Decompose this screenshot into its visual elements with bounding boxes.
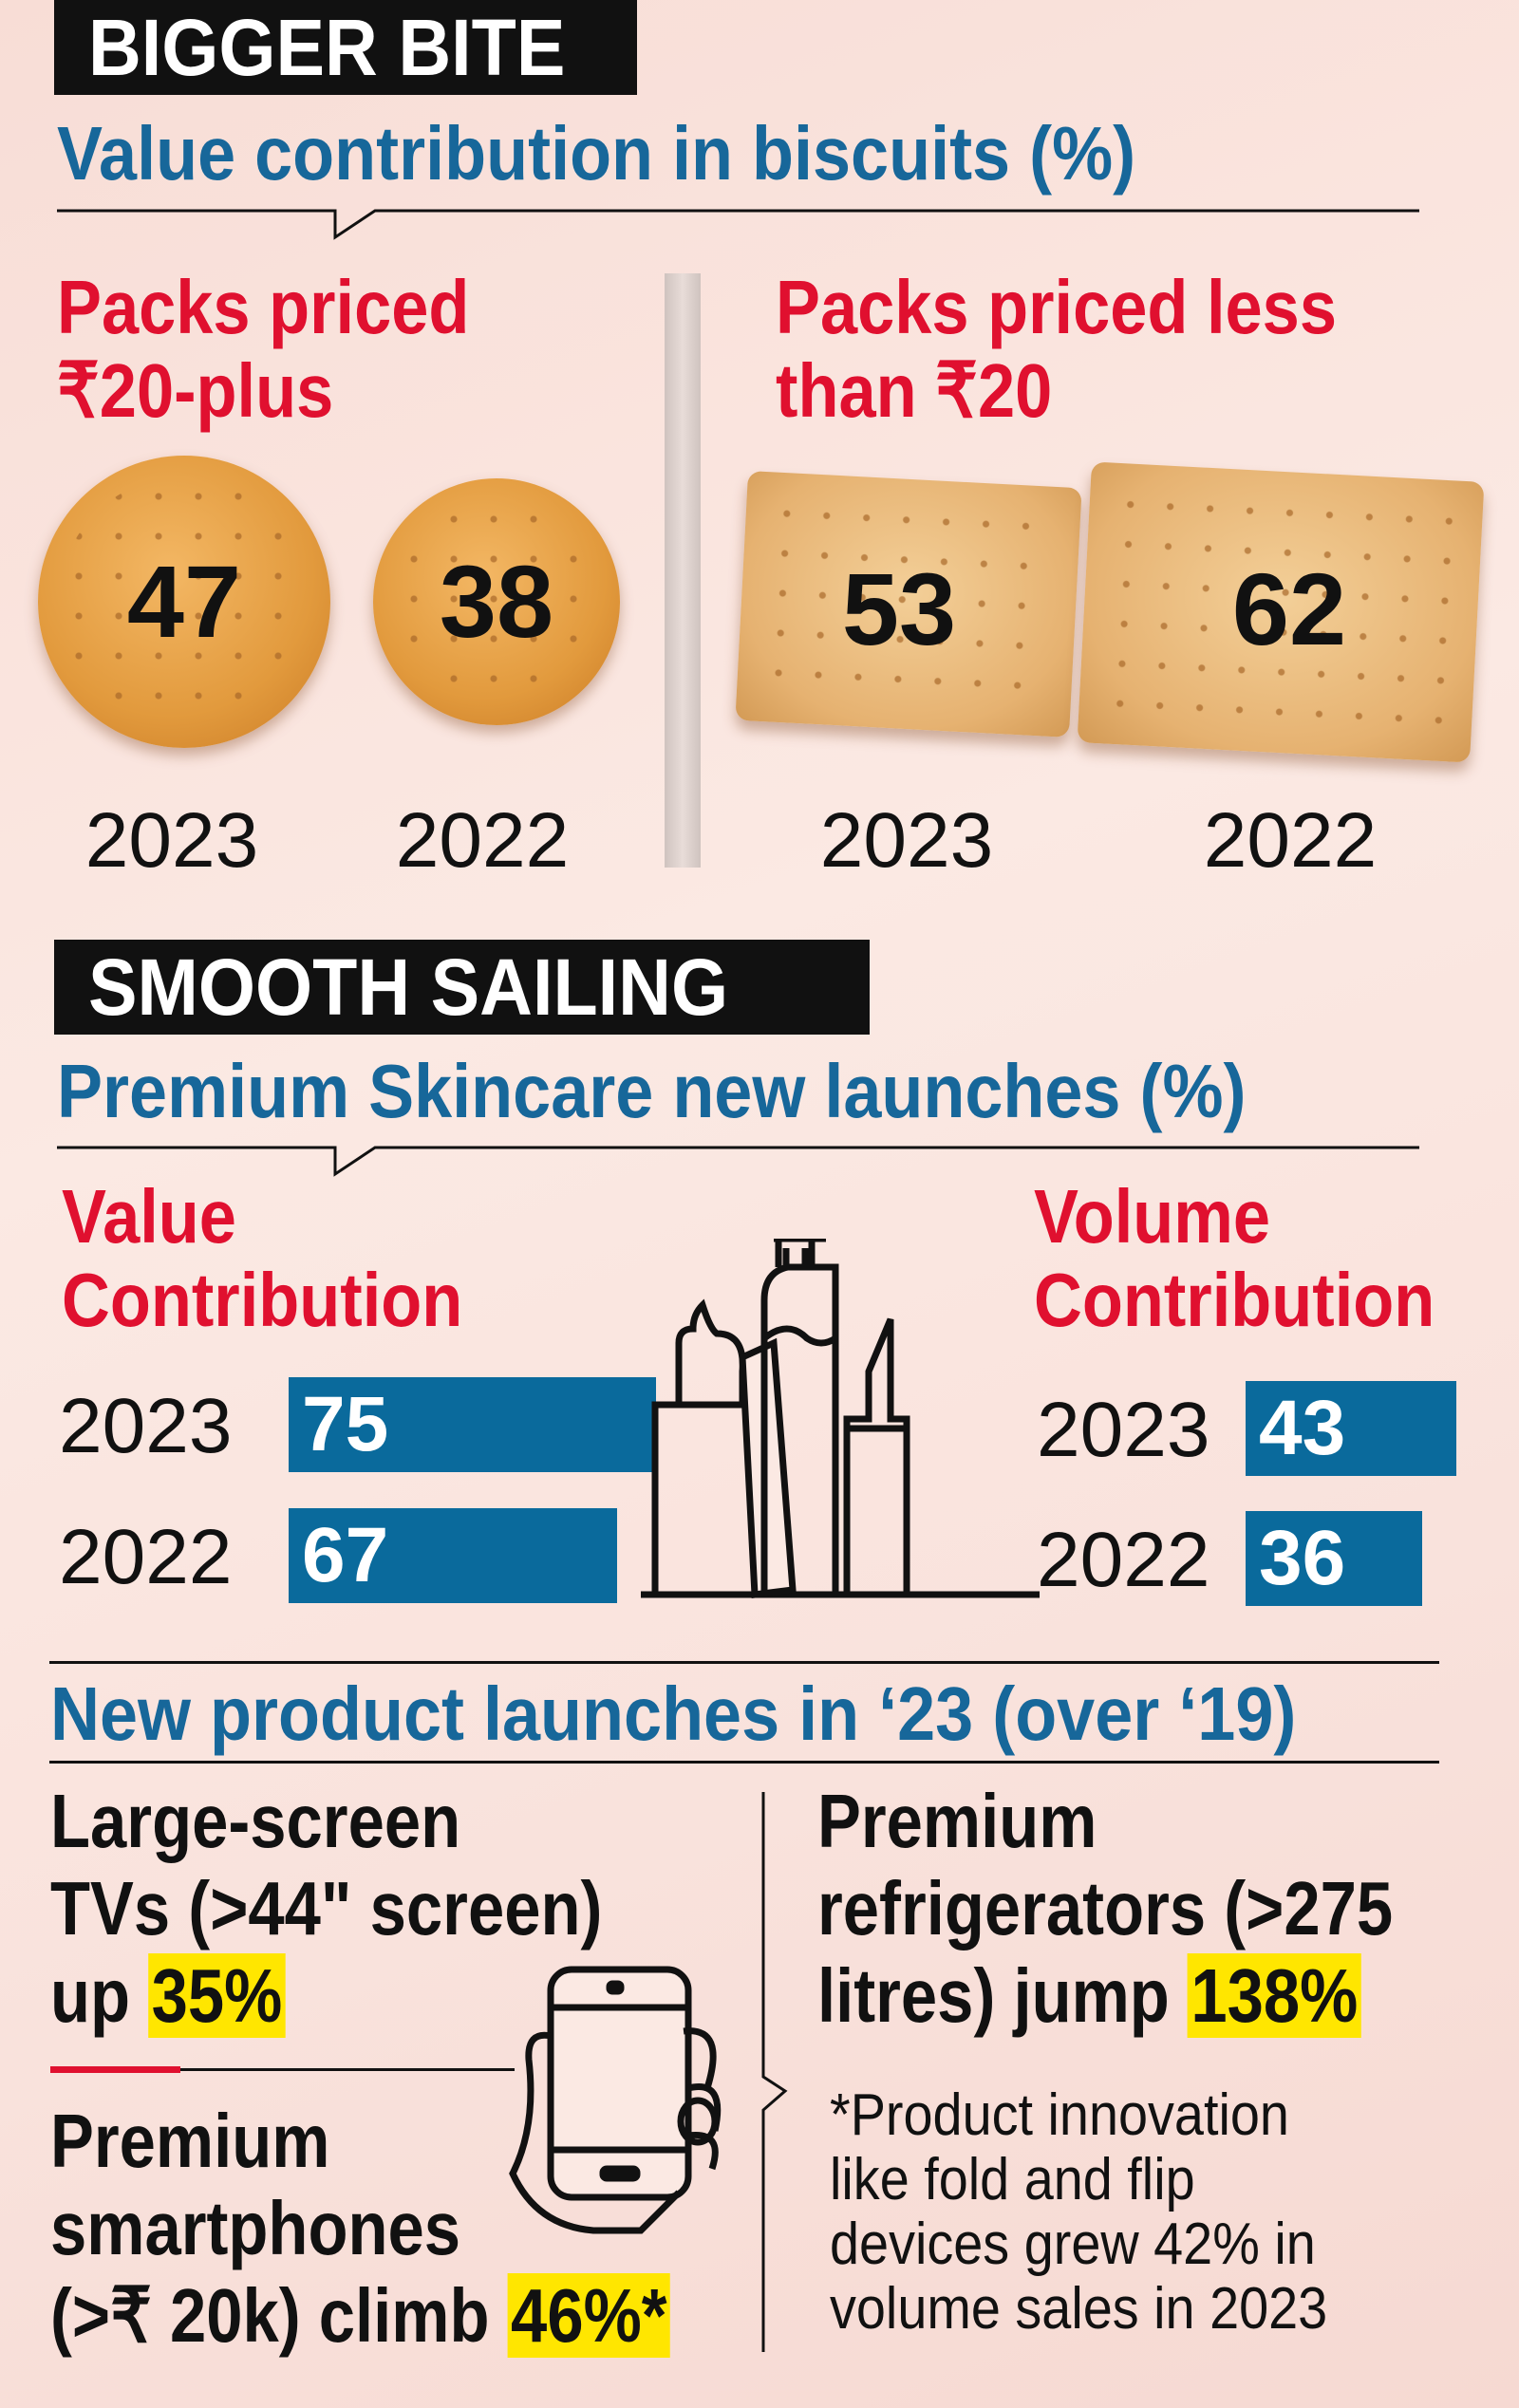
value-label: 62 [1231, 551, 1347, 666]
volume-bar-2023: 43 [1246, 1381, 1456, 1476]
subtitle-rule [57, 209, 1419, 240]
value-contribution-label: Value Contribution [62, 1174, 463, 1342]
left-pack-label: Packs priced ₹20-plus [57, 265, 470, 433]
launches-subtitle: New product launches in ‘23 (over ‘19) [50, 1671, 1297, 1756]
tv-highlight: 35% [148, 1953, 286, 2038]
right-pack-label: Packs priced less than ₹20 [776, 265, 1337, 433]
round-biscuit-2022 [373, 478, 620, 725]
phone-highlight: 46%* [507, 2273, 670, 2358]
divider-rule [180, 2068, 515, 2071]
footnote: *Product innovation like fold and flip d… [830, 2082, 1328, 2342]
section-rule [49, 1661, 1439, 1664]
value-label: 38 [439, 544, 554, 659]
vertical-divider [761, 1792, 788, 2352]
year-label: 2023 [84, 797, 259, 884]
cosmetics-icon [641, 1239, 1040, 1598]
year-label: 2022 [59, 1514, 233, 1600]
section-heading-smooth-sailing: SMOOTH SAILING [54, 940, 870, 1035]
round-biscuit-2023 [38, 456, 330, 748]
value-bar-2023: 75 [289, 1377, 656, 1472]
skincare-subtitle: Premium Skincare new launches (%) [57, 1049, 1247, 1133]
smartphone-in-hand-icon [509, 1966, 722, 2234]
value-label: 53 [841, 551, 957, 666]
volume-contribution-label: Volume Contribution [1034, 1174, 1435, 1342]
subtitle-rule [57, 1146, 1419, 1177]
year-label: 2022 [395, 797, 570, 884]
year-label: 2023 [59, 1383, 233, 1469]
volume-bar-2022: 36 [1246, 1511, 1422, 1606]
smartphone-stat: Premium smartphones (>₹ 20k) climb 46%* [50, 2098, 670, 2360]
year-label: 2022 [1037, 1517, 1210, 1603]
value-bar-2022: 67 [289, 1508, 617, 1603]
year-label: 2023 [1037, 1387, 1210, 1473]
value-label: 47 [126, 544, 242, 659]
year-label: 2022 [1203, 797, 1378, 884]
accent-rule [50, 2066, 180, 2073]
biscuits-subtitle: Value contribution in biscuits (%) [57, 111, 1136, 196]
refrigerator-stat: Premium refrigerators (>275 litres) jump… [817, 1779, 1394, 2038]
tv-stat: Large-screen TVs (>44" screen) up 35% [50, 1779, 603, 2038]
fridge-highlight: 138% [1187, 1953, 1361, 2038]
vertical-divider [665, 273, 701, 868]
section-rule [49, 1761, 1439, 1764]
section-heading-bigger-bite: BIGGER BITE [54, 0, 637, 95]
year-label: 2023 [819, 797, 994, 884]
